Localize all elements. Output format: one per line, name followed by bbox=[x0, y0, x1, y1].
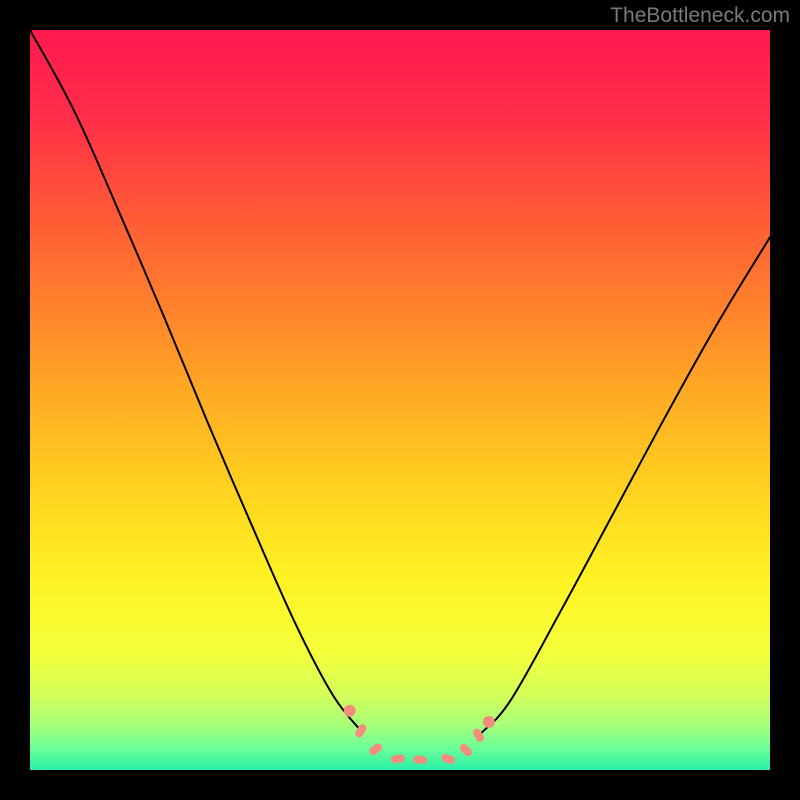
valley-end-dot bbox=[483, 716, 495, 728]
watermark-text: TheBottleneck.com bbox=[610, 4, 790, 28]
curve-layer bbox=[30, 30, 770, 770]
valley-dash bbox=[368, 742, 384, 757]
valley-dash bbox=[390, 754, 405, 764]
valley-dash bbox=[413, 755, 428, 764]
chart-area bbox=[30, 30, 770, 770]
valley-dash bbox=[458, 742, 473, 758]
bottleneck-curve-right bbox=[481, 237, 770, 733]
bottleneck-curve-left bbox=[30, 30, 363, 733]
valley-dash bbox=[471, 727, 485, 743]
valley-end-dot bbox=[344, 705, 356, 717]
valley-markers bbox=[344, 705, 495, 765]
valley-dash bbox=[440, 753, 456, 765]
